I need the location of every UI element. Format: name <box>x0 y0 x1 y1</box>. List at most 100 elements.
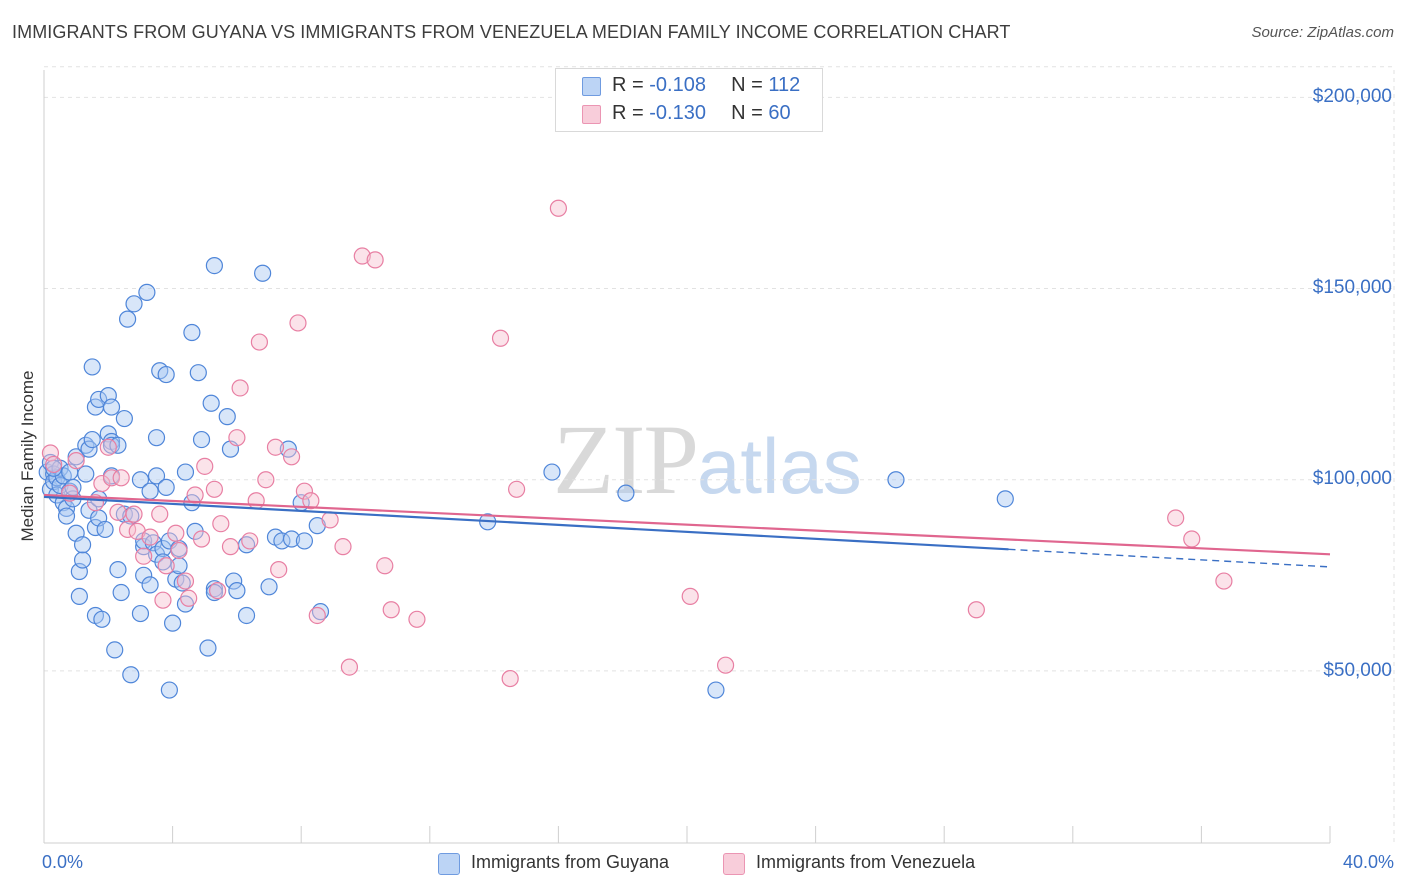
venezuela-point <box>212 515 230 533</box>
guyana-point <box>617 484 635 502</box>
stats-n-label: N = <box>731 74 763 96</box>
guyana-point <box>83 430 101 449</box>
stats-n-label: N = <box>731 102 763 124</box>
venezuela-point <box>289 314 307 332</box>
y-tick-label-200000: $200,000 <box>1312 86 1392 107</box>
y-tick-label-100000: $100,000 <box>1312 468 1392 489</box>
guyana-point <box>70 587 88 605</box>
trend-line-guyana <box>43 495 1009 551</box>
venezuela-point <box>170 541 188 560</box>
x-tick-label-min: 0.0% <box>42 852 84 872</box>
guyana-point <box>176 463 195 481</box>
watermark-zip: ZIP <box>553 404 699 515</box>
guyana-point <box>887 471 905 489</box>
gridlines <box>44 66 1395 843</box>
venezuela-point <box>196 457 214 475</box>
guyana-point <box>57 507 76 525</box>
trend-line-venezuela <box>43 493 1331 556</box>
venezuela-point <box>247 492 265 510</box>
stats-row-guyana: R = -0.108 N = 112 <box>612 74 800 100</box>
venezuela-point <box>141 528 159 546</box>
stats-r-label: R = <box>612 74 644 96</box>
guyana-point <box>202 394 220 412</box>
guyana-point <box>147 467 166 485</box>
venezuela-point <box>186 486 204 504</box>
venezuela-point <box>501 669 519 688</box>
guyana-point <box>106 641 124 659</box>
venezuela-point <box>295 482 314 500</box>
venezuela-point <box>192 530 211 548</box>
axes <box>43 70 1331 844</box>
venezuela-point <box>266 438 285 456</box>
guyana-point <box>90 390 108 409</box>
guyana-point <box>141 482 159 500</box>
stats-n-value: 60 <box>768 102 791 124</box>
venezuela-point <box>99 438 117 456</box>
venezuela-point <box>151 505 169 523</box>
guyana-point <box>170 557 188 575</box>
stats-swatch-venezuela <box>582 105 601 124</box>
guyana-point <box>996 490 1014 508</box>
guyana-point <box>93 610 111 628</box>
venezuela-point <box>250 333 269 351</box>
guyana-point <box>707 681 725 699</box>
y-tick-label-50000: $50,000 <box>1323 660 1392 681</box>
venezuela-point <box>681 587 699 605</box>
guyana-point <box>115 409 133 428</box>
y-axis-label: Median Family Income <box>18 370 37 542</box>
guyana-point <box>80 440 98 458</box>
guyana-point <box>282 530 301 548</box>
venezuela-point <box>209 582 227 600</box>
guyana-point <box>160 681 178 699</box>
venezuela-point <box>221 538 240 556</box>
venezuela-point <box>205 480 223 498</box>
stats-r-label: R = <box>612 102 644 124</box>
guyana-point <box>157 365 175 384</box>
guyana-point <box>131 604 150 623</box>
venezuela-point <box>282 448 301 466</box>
venezuela-point <box>180 589 198 607</box>
venezuela-point <box>167 524 185 542</box>
chart-title: IMMIGRANTS FROM GUYANA VS IMMIGRANTS FRO… <box>12 22 1011 42</box>
venezuela-point <box>154 591 172 609</box>
venezuela-point <box>112 469 130 487</box>
venezuela-point <box>549 199 568 217</box>
venezuela-point <box>176 572 195 590</box>
legend-swatch-guyana <box>438 853 460 875</box>
venezuela-point <box>366 251 384 269</box>
venezuela-point <box>241 532 259 550</box>
guyana-point <box>543 463 561 481</box>
venezuela-point <box>157 557 175 575</box>
guyana-point <box>141 576 159 594</box>
venezuela-point <box>308 606 326 625</box>
venezuela-point <box>967 601 985 619</box>
venezuela-point <box>93 474 111 493</box>
venezuela-point <box>231 379 249 397</box>
guyana-point <box>122 666 140 684</box>
guyana-point <box>73 551 92 569</box>
venezuela-point <box>270 560 288 579</box>
y-tick-label-150000: $150,000 <box>1312 277 1392 298</box>
watermark: ZIPatlas <box>553 402 862 517</box>
guyana-point <box>183 323 201 342</box>
legend-swatch-venezuela <box>723 853 745 875</box>
venezuela-point <box>353 247 371 265</box>
guyana-point <box>228 582 246 600</box>
venezuela-point <box>408 610 426 628</box>
venezuela-point <box>1167 509 1185 527</box>
guyana-point <box>131 471 150 489</box>
venezuela-point <box>67 452 85 470</box>
guyana-point <box>83 358 101 376</box>
venezuela-point <box>340 658 359 676</box>
guyana-point <box>189 364 207 382</box>
venezuela-point <box>491 329 510 347</box>
legend-label-venezuela: Immigrants from Venezuela <box>756 852 976 872</box>
guyana-point <box>218 408 236 426</box>
source-label: Source: ZipAtlas.com <box>1251 24 1394 41</box>
legend-label-guyana: Immigrants from Guyana <box>471 852 670 872</box>
guyana-point <box>125 295 143 313</box>
guyana-point <box>192 430 211 449</box>
series-venezuela-points <box>41 199 1233 688</box>
series-guyana-points <box>38 256 1014 699</box>
